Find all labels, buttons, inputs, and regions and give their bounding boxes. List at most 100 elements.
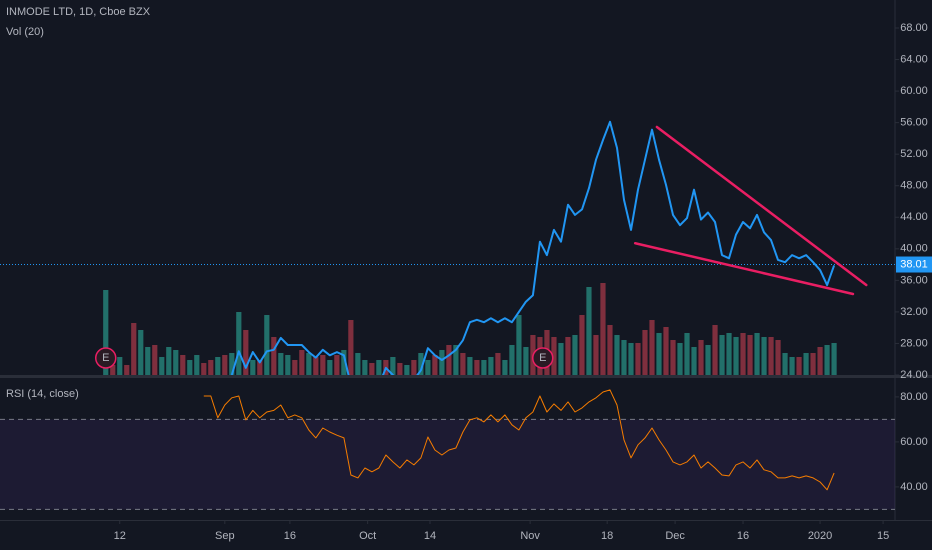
volume-bar xyxy=(824,345,830,375)
y-tick-label: 56.00 xyxy=(900,117,928,129)
x-tick-label: Nov xyxy=(520,530,540,542)
volume-bar xyxy=(670,340,676,375)
x-tick-label: Oct xyxy=(359,530,376,542)
volume-bar xyxy=(509,345,515,375)
volume-bar xyxy=(565,337,571,375)
volume-bar xyxy=(621,340,627,375)
volume-bar xyxy=(292,360,298,375)
volume-bar xyxy=(208,360,214,375)
volume-bar xyxy=(250,360,256,375)
volume-bar xyxy=(376,360,382,375)
volume-bar xyxy=(642,330,648,375)
y-tick-label: 44.00 xyxy=(900,211,928,223)
volume-bar xyxy=(593,335,599,375)
volume-bar xyxy=(159,357,165,375)
volume-bar xyxy=(313,357,319,375)
volume-bar xyxy=(761,337,767,375)
rsi-y-tick-label: 80.00 xyxy=(900,391,928,403)
volume-bar xyxy=(551,337,557,375)
volume-bar xyxy=(796,357,802,375)
volume-bar xyxy=(754,333,760,375)
chart-title: INMODE LTD, 1D, Cboe BZX xyxy=(6,6,151,18)
trendline xyxy=(655,125,868,287)
volume-bar xyxy=(327,360,333,375)
price-line xyxy=(230,120,836,375)
volume-bar xyxy=(397,363,403,375)
volume-bar xyxy=(152,345,158,375)
volume-bar xyxy=(691,347,697,375)
volume-bar xyxy=(747,335,753,375)
volume-bar xyxy=(124,365,130,375)
volume-bar xyxy=(572,335,578,375)
volume-bar xyxy=(418,353,424,375)
volume-bar xyxy=(173,350,179,375)
volume-bar xyxy=(243,330,249,375)
volume-bar xyxy=(138,330,144,375)
volume-bar xyxy=(425,360,431,375)
x-tick-label: 16 xyxy=(284,530,296,542)
volume-bar xyxy=(516,315,522,375)
volume-bar xyxy=(348,320,354,375)
y-tick-label: 52.00 xyxy=(900,148,928,160)
earnings-label: E xyxy=(102,352,109,364)
volume-bar xyxy=(600,283,606,375)
volume-bar xyxy=(698,340,704,375)
volume-bar xyxy=(558,343,564,375)
y-tick-label: 64.00 xyxy=(900,53,928,65)
volume-bar xyxy=(404,365,410,375)
volume-bar xyxy=(278,353,284,375)
volume-bar xyxy=(131,323,137,375)
y-tick-label: 60.00 xyxy=(900,85,928,97)
volume-bar xyxy=(488,357,494,375)
earnings-label: E xyxy=(539,352,546,364)
volume-bar xyxy=(789,357,795,375)
volume-bar xyxy=(439,350,445,375)
volume-bar xyxy=(453,345,459,375)
volume-bar xyxy=(586,287,592,375)
volume-bar xyxy=(607,325,613,375)
volume-bar xyxy=(334,355,340,375)
rsi-y-tick-label: 60.00 xyxy=(900,436,928,448)
volume-bar xyxy=(740,333,746,375)
x-tick-label: 16 xyxy=(737,530,749,542)
volume-bar xyxy=(614,335,620,375)
volume-bar xyxy=(362,360,368,375)
y-tick-label: 24.00 xyxy=(900,369,928,381)
volume-bar xyxy=(768,337,774,375)
earnings-marker xyxy=(94,347,117,369)
x-tick-label: 15 xyxy=(877,530,889,542)
volume-bar xyxy=(285,355,291,375)
y-tick-label: 36.00 xyxy=(900,274,928,286)
rsi-layer xyxy=(0,389,895,510)
volume-layer xyxy=(103,283,837,375)
volume-bar xyxy=(817,347,823,375)
axes-layer: 24.00 28.00 32.00 36.00 40.00 44.00 48.00 52.00… xyxy=(94,22,932,542)
volume-bar xyxy=(110,365,116,375)
trendline xyxy=(633,241,855,296)
volume-bar xyxy=(187,360,193,375)
volume-bar xyxy=(166,347,172,375)
volume-bar xyxy=(320,355,326,375)
volume-bar xyxy=(411,360,417,375)
volume-bar xyxy=(222,355,228,375)
volume-bar xyxy=(446,345,452,375)
volume-bar xyxy=(215,357,221,375)
volume-bar xyxy=(782,353,788,375)
volume-bar xyxy=(656,333,662,375)
volume-bar xyxy=(236,312,242,375)
volume-bar xyxy=(341,350,347,375)
y-tick-label: 40.00 xyxy=(900,243,928,255)
rsi-y-tick-label: 40.00 xyxy=(900,481,928,493)
y-tick-label: 68.00 xyxy=(900,22,928,34)
volume-bar xyxy=(677,343,683,375)
volume-bar xyxy=(306,353,312,375)
volume-bar xyxy=(523,347,529,375)
earnings-marker xyxy=(531,347,554,369)
volume-bar xyxy=(649,320,655,375)
volume-bar xyxy=(103,290,109,375)
volume-bar xyxy=(474,360,480,375)
volume-bar xyxy=(635,343,641,375)
volume-bar xyxy=(726,333,732,375)
volume-bar xyxy=(628,343,634,375)
